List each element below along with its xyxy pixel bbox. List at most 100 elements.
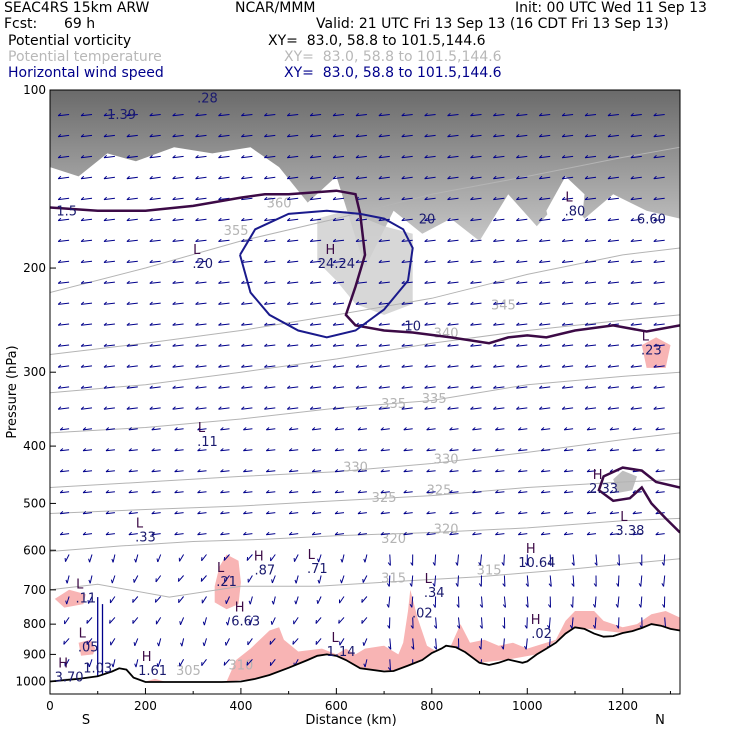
wind-vector <box>493 155 505 159</box>
wind-vector <box>243 533 253 536</box>
wind-arrowhead <box>309 280 314 284</box>
wind-arrowhead <box>493 259 497 263</box>
wind-vector <box>562 239 574 242</box>
wind-vector <box>287 302 299 305</box>
wind-vector <box>83 449 93 452</box>
extremum-value: .11 <box>197 435 218 450</box>
wind-arrowhead <box>424 385 428 389</box>
wind-arrowhead <box>426 531 430 536</box>
wind-vector <box>434 554 437 566</box>
wind-arrowhead <box>455 583 459 587</box>
theta-contour-320 <box>50 517 680 552</box>
wind-arrowhead <box>449 490 453 494</box>
wind-vector <box>195 281 207 284</box>
y-tick-label: 100 <box>23 83 46 97</box>
wind-vector <box>81 386 93 389</box>
wind-arrowhead <box>517 531 522 536</box>
wind-vector <box>539 176 551 180</box>
wind-arrowhead <box>401 217 405 221</box>
wind-arrowhead <box>424 175 428 180</box>
wind-arrowhead <box>493 406 497 410</box>
wind-vector <box>447 197 459 201</box>
wind-vector <box>493 134 505 138</box>
wind-arrowhead <box>538 322 543 326</box>
wind-arrowhead <box>57 406 62 410</box>
wind-arrowhead <box>264 364 268 368</box>
wind-vector <box>470 344 482 347</box>
wind-arrowhead <box>609 448 614 452</box>
wind-vector <box>81 218 93 222</box>
wind-vector <box>264 197 276 201</box>
wind-vector <box>201 658 207 667</box>
wind-arrowhead <box>653 406 657 410</box>
wind-vector <box>341 554 345 563</box>
extremum-kind: L <box>331 631 339 646</box>
wind-arrowhead <box>126 217 130 221</box>
wind-vector <box>594 596 597 608</box>
wind-arrowhead <box>195 364 199 368</box>
wind-vector <box>447 407 459 410</box>
wind-arrowhead <box>378 322 382 326</box>
wind-vector <box>264 155 276 159</box>
wind-vector <box>503 596 506 608</box>
wind-arrowhead <box>569 624 573 629</box>
wind-arrowhead <box>241 385 245 389</box>
stratosphere-shading <box>50 90 680 268</box>
wind-arrowhead <box>172 280 176 284</box>
wind-vector <box>585 114 597 117</box>
wind-vector <box>595 554 598 566</box>
wind-arrowhead <box>495 448 499 452</box>
wind-arrowhead <box>502 604 506 608</box>
y-tick-label: 600 <box>23 543 46 557</box>
wind-arrowhead <box>517 427 522 431</box>
wind-vector <box>541 533 551 536</box>
wind-arrowhead <box>103 406 108 410</box>
wind-vector <box>149 155 161 159</box>
wind-vector <box>447 323 459 326</box>
wind-arrowhead <box>355 406 360 410</box>
wind-arrowhead <box>355 364 360 368</box>
wind-vector <box>380 470 390 473</box>
wind-vector <box>449 491 459 494</box>
wind-vector <box>470 260 482 263</box>
wind-arrowhead <box>264 217 268 221</box>
extremum-value: .23 <box>641 344 662 359</box>
wind-vector <box>481 596 483 608</box>
wind-arrowhead <box>172 175 176 180</box>
wind-arrowhead <box>630 238 634 242</box>
wind-arrowhead <box>561 364 566 368</box>
wind-vector <box>607 302 619 305</box>
wind-vector <box>103 323 115 326</box>
wind-arrowhead <box>638 604 642 608</box>
wind-vector <box>401 239 413 242</box>
wind-arrowhead <box>80 217 85 221</box>
wind-vector <box>310 155 322 159</box>
wind-vector <box>426 449 436 452</box>
wind-arrowhead <box>286 196 291 200</box>
wind-arrowhead <box>517 511 522 515</box>
wind-arrowhead <box>195 301 199 305</box>
wind-arrowhead <box>149 217 153 221</box>
wind-vector <box>378 114 390 117</box>
wind-vector <box>218 134 230 138</box>
extremum-value: 10 <box>404 320 421 335</box>
wind-arrowhead <box>334 531 339 536</box>
theta-label: 330 <box>343 461 368 476</box>
wind-vector <box>655 533 665 536</box>
wind-arrowhead <box>378 364 382 368</box>
wind-arrowhead <box>246 661 249 666</box>
wind-vector <box>562 134 574 138</box>
wind-vector <box>378 218 390 222</box>
wind-arrowhead <box>424 364 428 368</box>
wind-vector <box>607 386 619 389</box>
wind-arrowhead <box>653 113 657 117</box>
wind-arrowhead <box>149 259 153 263</box>
wind-vector <box>66 575 70 584</box>
wind-vector <box>389 659 391 671</box>
wind-arrowhead <box>380 511 384 515</box>
wind-vector <box>470 323 482 326</box>
wind-vector <box>172 176 184 180</box>
extremum-kind: H <box>526 542 536 557</box>
wind-vector <box>516 323 528 326</box>
wind-vector <box>401 386 413 389</box>
